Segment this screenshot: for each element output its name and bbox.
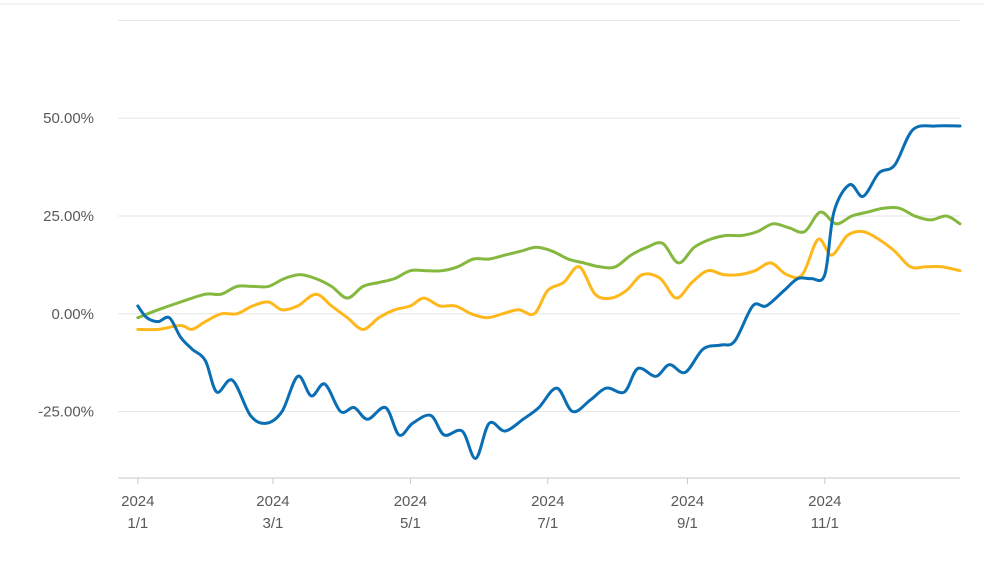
x-tick-label: 11/1: [811, 515, 839, 532]
x-tick-year: 2024: [256, 493, 289, 510]
y-tick-label: 25.00%: [43, 208, 94, 225]
x-tick-label: 5/1: [400, 515, 421, 532]
x-tick-label: 9/1: [677, 515, 698, 532]
y-tick-label: 50.00%: [43, 110, 94, 127]
x-tick-year: 2024: [121, 493, 154, 510]
grid-lines: [118, 19, 960, 479]
x-tick-label: 3/1: [263, 515, 284, 532]
x-tick-year: 2024: [394, 493, 427, 510]
x-tick-year: 2024: [531, 493, 564, 510]
series-line-1: [136, 124, 962, 460]
y-tick-label: -25.00%: [38, 404, 94, 421]
x-tick-year: 2024: [808, 493, 841, 510]
x-tick-label: 7/1: [537, 515, 558, 532]
y-tick-label: 0.00%: [51, 306, 94, 323]
x-axis-ticks: 2024 1/1 2024 3/1 2024 5/1 2024 7/1 2024 9/1 2024 1…: [121, 478, 842, 532]
y-axis-ticks: 50.00% 25.00% 0.00% -25.00%: [38, 110, 94, 420]
series-line-2: [136, 229, 962, 332]
series-lines: [136, 124, 962, 460]
x-tick-label: 1/1: [127, 515, 148, 532]
series-line-3: [136, 205, 962, 320]
x-tick-year: 2024: [671, 493, 704, 510]
